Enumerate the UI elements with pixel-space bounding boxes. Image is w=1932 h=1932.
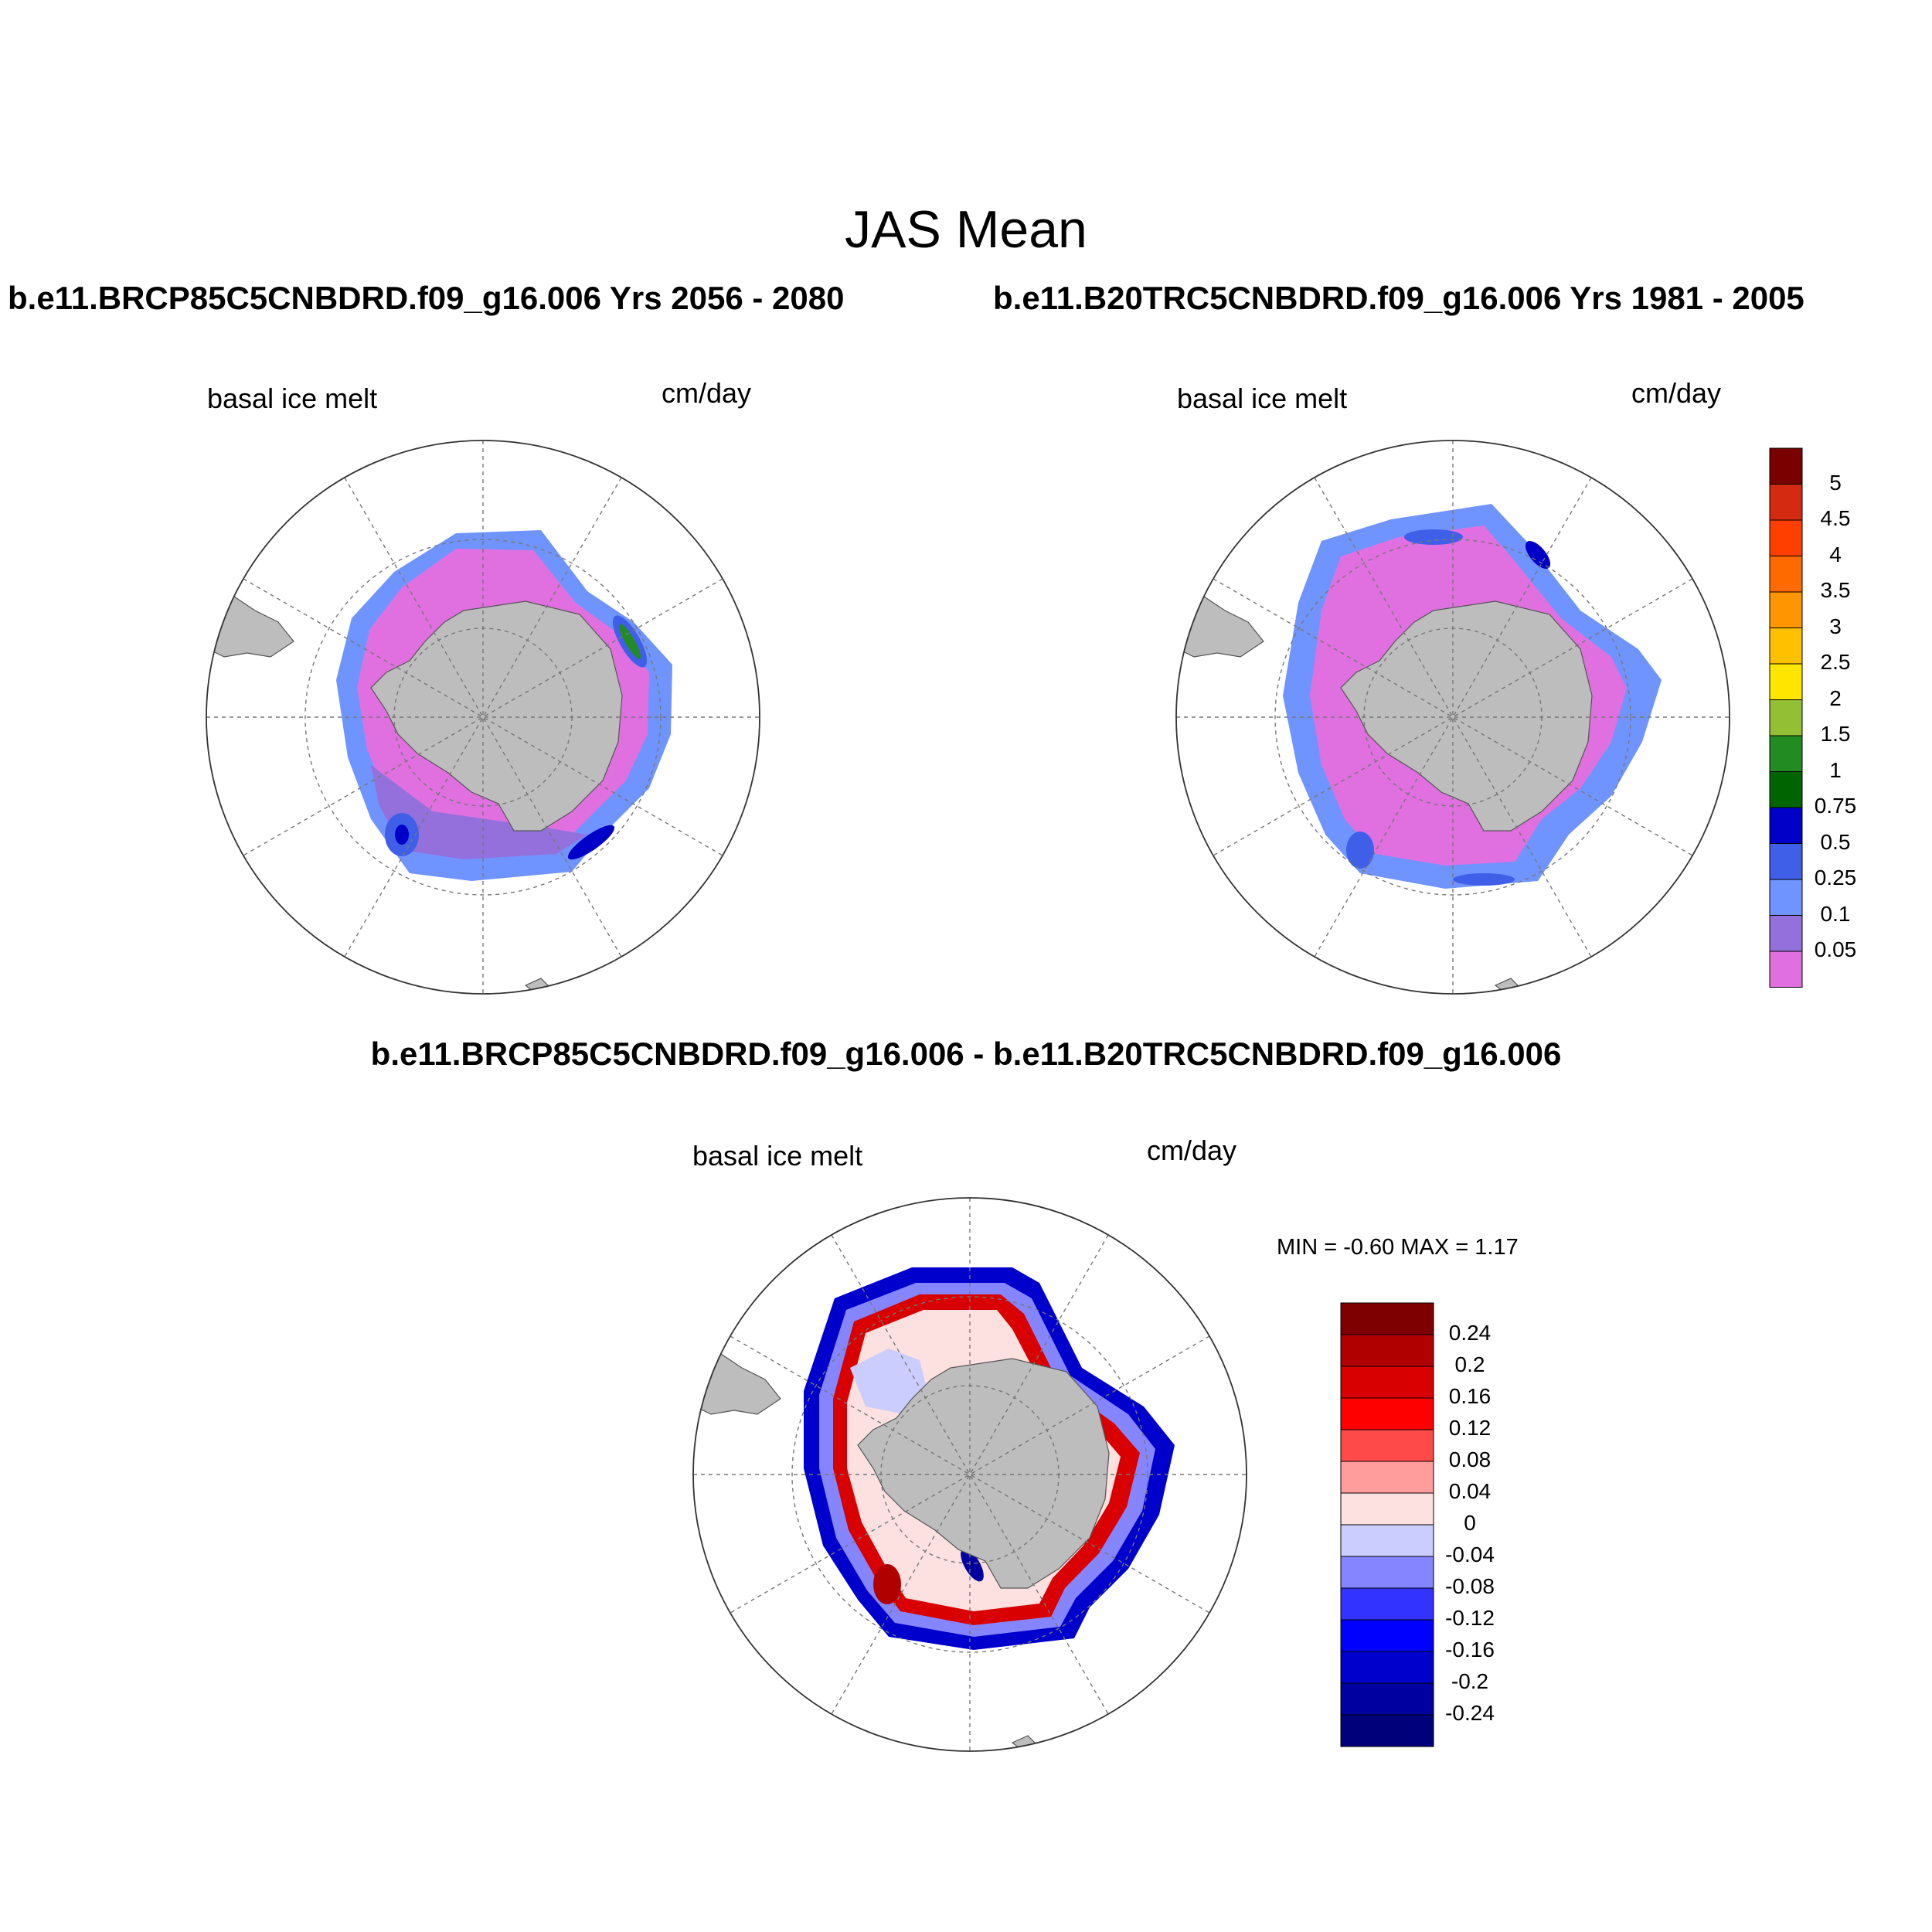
- south-america: [206, 594, 294, 658]
- colorbar-difference-swatch: [1340, 1366, 1434, 1399]
- colorbar-absolute-swatch: [1769, 484, 1803, 521]
- colorbar-absolute-tick-label: 4: [1829, 542, 1842, 566]
- colorbar-difference-tick-label: 0: [1464, 1511, 1476, 1535]
- colorbar-absolute-swatch: [1769, 951, 1803, 988]
- colorbar-difference-swatch: [1340, 1334, 1434, 1367]
- panel3-variable: basal ice melt: [692, 1140, 863, 1172]
- south-america: [1176, 594, 1264, 658]
- left-run-title: b.e11.BRCP85C5CNBDRD.f09_g16.006 Yrs 205…: [8, 280, 845, 316]
- melt-blue-streak-2: [1404, 529, 1463, 545]
- colorbar-absolute-swatch: [1769, 879, 1803, 916]
- colorbar-absolute-tick-label: 1: [1829, 757, 1842, 782]
- panel2-variable: basal ice melt: [1177, 383, 1348, 414]
- colorbar-difference-swatch: [1340, 1556, 1434, 1589]
- colorbar-difference-swatch: [1340, 1429, 1434, 1462]
- colorbar-difference-tick-label: 0.04: [1448, 1479, 1492, 1503]
- colorbar-difference-swatch: [1340, 1587, 1434, 1621]
- colorbar-absolute-tick-label: 0.25: [1814, 866, 1857, 889]
- colorbar-absolute-tick-label: 1.5: [1820, 722, 1851, 746]
- graticule: [1176, 440, 1730, 994]
- colorbar-difference: [1340, 1302, 1434, 1747]
- colorbar-absolute-swatch: [1769, 663, 1803, 700]
- colorbar-absolute-swatch: [1769, 699, 1803, 736]
- colorbar-absolute-tick-label: 2.5: [1820, 650, 1851, 674]
- melt-purple-patch: [371, 765, 587, 859]
- graticule: [206, 440, 760, 994]
- diff-blue-spot: [961, 1548, 984, 1582]
- colorbar-absolute-tick-label: 0.05: [1814, 937, 1857, 961]
- south-america: [693, 1352, 781, 1415]
- antarctica: [857, 1358, 1110, 1589]
- polar-map-panel-1: [206, 440, 760, 995]
- colorbar-absolute-tick-label: 0.1: [1820, 901, 1851, 926]
- difference-title: b.e11.BRCP85C5CNBDRD.f09_g16.006 - b.e11…: [370, 1036, 1562, 1072]
- colorbar-difference-tick-label: -0.12: [1445, 1606, 1495, 1630]
- colorbar-absolute-tick-label: 0.5: [1820, 829, 1851, 854]
- colorbar-difference-swatch: [1340, 1651, 1434, 1684]
- diff-red-spot: [873, 1564, 901, 1604]
- colorbar-difference-swatch: [1340, 1461, 1434, 1494]
- panel2-units: cm/day: [1631, 377, 1722, 409]
- colorbar-difference-swatch: [1340, 1619, 1434, 1652]
- colorbar-absolute-tick-label: 3: [1829, 614, 1842, 638]
- melt-blue-streak: [567, 825, 615, 860]
- map-boundary: [206, 440, 760, 995]
- antarctica: [370, 600, 623, 832]
- right-run-title: b.e11.B20TRC5CNBDRD.f09_g16.006 Yrs 1981…: [993, 280, 1804, 316]
- colorbar-difference-swatch: [1340, 1714, 1434, 1747]
- antarctica: [1340, 600, 1593, 832]
- figure-title: JAS Mean: [845, 200, 1087, 259]
- colorbar-absolute-tick-label: 3.5: [1820, 578, 1851, 602]
- colorbar-absolute: [1769, 447, 1803, 988]
- colorbar-absolute-swatch: [1769, 519, 1803, 556]
- diff-pale-blue-patch: [850, 1349, 927, 1414]
- colorbar-absolute-swatch: [1769, 735, 1803, 772]
- colorbar-difference-tick-label: 0.16: [1448, 1384, 1492, 1408]
- colorbar-difference-swatch: [1340, 1682, 1434, 1716]
- colorbar-difference-tick-label: 0.08: [1448, 1447, 1492, 1471]
- colorbar-absolute-swatch: [1769, 843, 1803, 880]
- colorbar-difference-tick-label: 0.12: [1448, 1416, 1492, 1440]
- melt-blue-streak-3: [1453, 873, 1515, 886]
- colorbar-difference-swatch: [1340, 1397, 1434, 1430]
- colorbar-difference-swatch: [1340, 1492, 1434, 1526]
- panel3-units: cm/day: [1147, 1134, 1237, 1166]
- map-boundary: [1175, 440, 1730, 995]
- colorbar-difference-tick-label: -0.08: [1445, 1574, 1495, 1598]
- colorbar-absolute-tick-label: 4.5: [1820, 506, 1851, 530]
- polar-map-panel-difference: [692, 1197, 1247, 1752]
- map-boundary: [692, 1197, 1247, 1752]
- colorbar-difference-swatch: [1340, 1302, 1434, 1335]
- colorbar-absolute-swatch: [1769, 556, 1803, 593]
- graticule: [693, 1198, 1247, 1751]
- colorbar-absolute-swatch: [1769, 628, 1803, 665]
- panel1-variable: basal ice melt: [207, 383, 378, 414]
- colorbar-difference-tick-label: -0.24: [1445, 1701, 1495, 1725]
- colorbar-difference-tick-label: 0.2: [1454, 1352, 1485, 1376]
- melt-blue-patch: [1346, 832, 1374, 869]
- colorbar-difference-tick-label: -0.16: [1445, 1638, 1495, 1662]
- colorbar-difference-swatch: [1340, 1524, 1434, 1557]
- panel1-units: cm/day: [662, 377, 752, 409]
- colorbar-absolute-tick-label: 2: [1829, 685, 1842, 710]
- colorbar-absolute-tick-label: 0.75: [1814, 794, 1857, 818]
- colorbar-difference-tick-label: -0.04: [1445, 1543, 1495, 1566]
- colorbar-absolute-swatch: [1769, 807, 1803, 844]
- colorbar-absolute-tick-label: 5: [1829, 470, 1842, 495]
- melt-blue-patch-dark: [395, 825, 409, 845]
- colorbar-absolute-swatch: [1769, 591, 1803, 628]
- melt-hotspot-green: [619, 624, 641, 659]
- melt-blue-streak: [1525, 540, 1551, 570]
- polar-map-panel-2: [1175, 440, 1730, 995]
- min-max-readout: MIN = -0.60 MAX = 1.17: [1277, 1235, 1519, 1260]
- colorbar-difference-tick-label: 0.24: [1448, 1321, 1492, 1345]
- colorbar-difference-tick-label: -0.2: [1451, 1669, 1489, 1693]
